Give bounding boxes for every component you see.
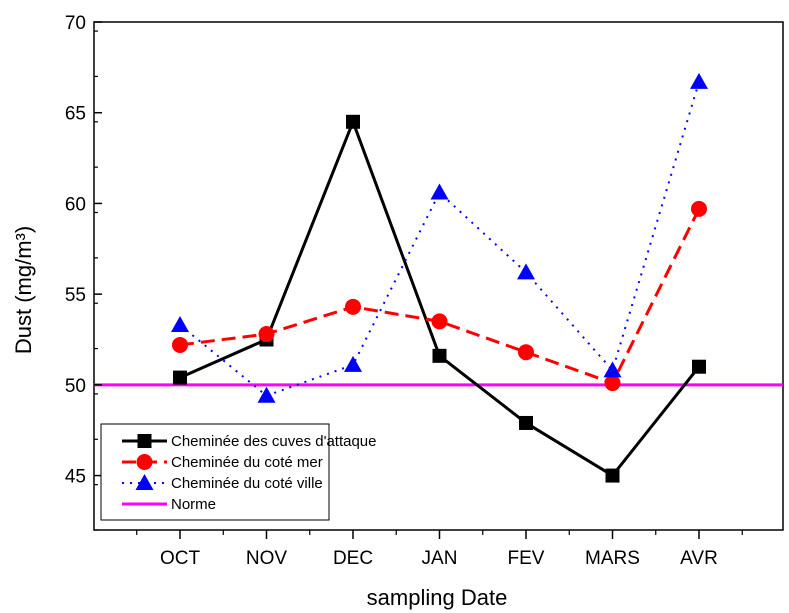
x-tick-label: DEC <box>333 548 373 569</box>
y-tick-label: 50 <box>65 376 86 397</box>
x-axis-title: sampling Date <box>367 585 508 610</box>
plot-frame <box>93 21 784 531</box>
legend-marker-triangle <box>135 474 154 490</box>
data-point-square <box>173 370 187 385</box>
data-point-square <box>432 348 447 363</box>
y-tick-label: 65 <box>65 104 86 125</box>
y-tick-label: 60 <box>65 194 86 215</box>
series-layer <box>171 72 708 483</box>
x-tick-label: FEV <box>508 548 545 569</box>
data-point-triangle <box>257 386 276 403</box>
x-tick-label: JAN <box>422 548 458 569</box>
data-point-triangle <box>517 263 535 280</box>
data-point-triangle <box>603 361 622 378</box>
plot-border <box>93 21 784 531</box>
data-point-triangle <box>344 355 362 372</box>
axes-layer: 45 50 55 60 65 70 OCT NOV DEC JAN FEV MARS AVR <box>65 13 743 569</box>
data-point-square <box>605 468 620 483</box>
data-point-triangle <box>690 72 708 89</box>
legend: Cheminée des cuves d'attaque Cheminée du … <box>100 423 377 521</box>
legend-label: Cheminée du coté mer <box>171 454 323 471</box>
legend-label: Cheminée des cuves d'attaque <box>171 433 377 450</box>
data-point-circle <box>604 375 621 392</box>
x-tick-label: MARS <box>585 548 640 569</box>
x-tick-label: AVR <box>680 548 718 569</box>
data-point-circle <box>518 344 534 361</box>
y-tick-label: 70 <box>65 13 86 34</box>
data-point-circle <box>258 326 275 343</box>
y-axis-title: Dust (mg/m³) <box>11 226 36 354</box>
data-point-square <box>692 359 706 374</box>
series-group <box>172 200 707 392</box>
x-tick-label: NOV <box>246 548 288 569</box>
data-point-circle <box>172 336 188 353</box>
y-tick-label: 55 <box>65 285 86 306</box>
legend-marker-circle <box>136 454 153 470</box>
legend-label: Norme <box>171 496 216 513</box>
data-point-triangle <box>430 183 449 200</box>
data-point-circle <box>431 313 448 330</box>
data-point-circle <box>691 200 707 217</box>
series-line <box>179 81 700 397</box>
data-point-circle <box>345 298 361 315</box>
series-line <box>179 117 701 478</box>
legend-label: Cheminée du coté ville <box>171 475 323 492</box>
legend-marker-square <box>137 434 152 448</box>
data-point-triangle <box>171 315 189 332</box>
data-point-square <box>346 114 360 129</box>
data-point-square <box>519 415 533 430</box>
x-tick-label: OCT <box>160 548 201 569</box>
series-group <box>171 72 708 403</box>
y-tick-label: 45 <box>65 467 86 488</box>
